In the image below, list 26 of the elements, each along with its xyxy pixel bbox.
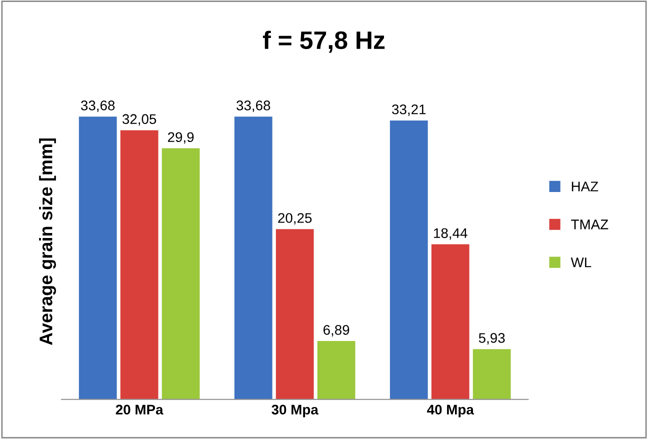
data-label: 6,89 [324, 325, 350, 336]
bar [431, 244, 470, 400]
x-tick-label: 20 MPa [116, 404, 164, 415]
bar [162, 148, 200, 400]
legend-label: HAZ [572, 182, 598, 192]
bar [317, 341, 356, 400]
data-label: 18,44 [434, 228, 468, 240]
bar [234, 116, 272, 400]
chart-title: f = 57,8 Hz [262, 30, 385, 53]
data-label: 33,21 [392, 104, 426, 116]
bar [78, 116, 117, 400]
x-tick-label: 40 Mpa [427, 404, 474, 418]
x-tick-label: 30 Mpa [272, 404, 318, 418]
data-label: 32,05 [122, 114, 156, 126]
data-label: 33,68 [81, 100, 115, 112]
bar [390, 120, 428, 400]
bar [276, 229, 314, 400]
data-label: 29,9 [168, 132, 194, 144]
y-axis-title: Average grain size [mm] [39, 138, 56, 346]
data-label: 33,68 [236, 100, 270, 112]
legend-label: WL [570, 258, 592, 268]
bar [120, 130, 158, 400]
data-label: 20,25 [278, 213, 312, 225]
bar [472, 349, 511, 400]
legend-label: TMAZ [571, 220, 608, 230]
data-label: 5,93 [478, 333, 505, 345]
